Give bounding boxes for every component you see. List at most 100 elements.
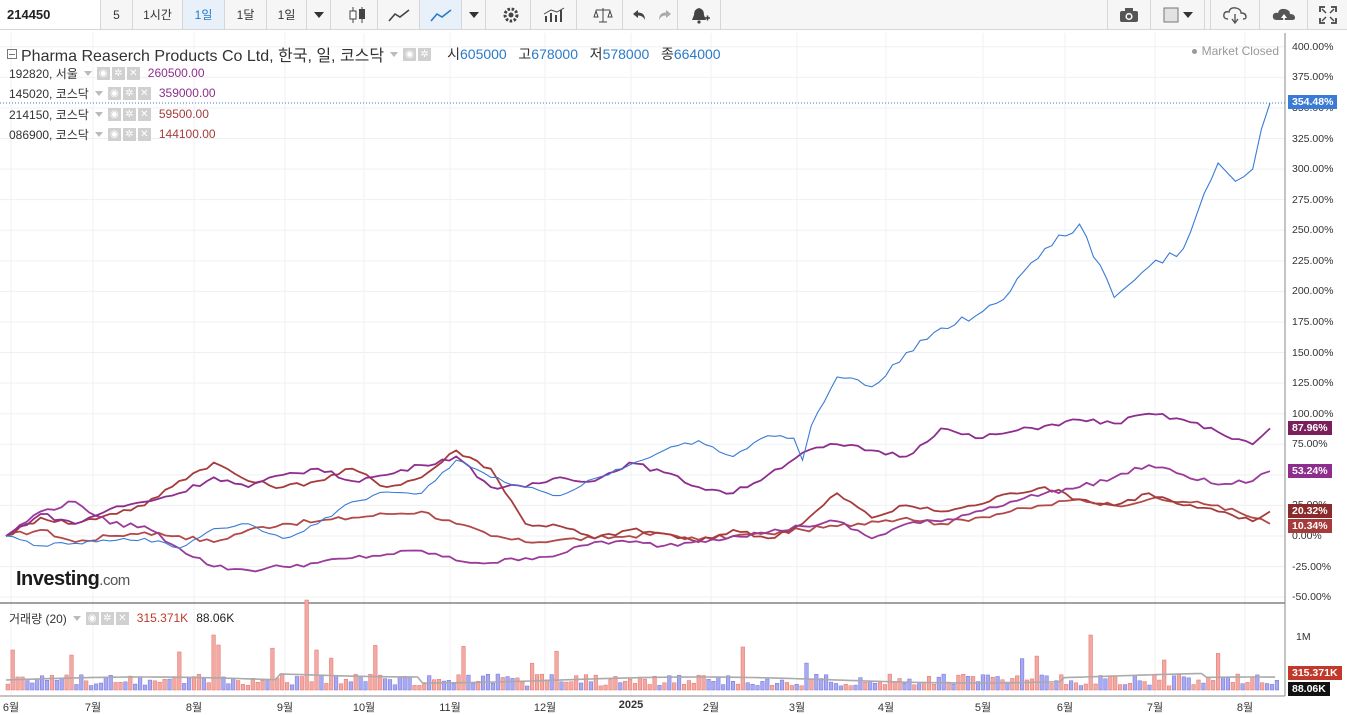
- undo-button[interactable]: [626, 0, 652, 29]
- chevron-down-icon[interactable]: [94, 111, 103, 117]
- fullscreen-button[interactable]: [1308, 0, 1347, 29]
- area-chart-button[interactable]: [420, 0, 462, 29]
- volume-bar: [574, 675, 579, 691]
- eye-icon[interactable]: ◉: [96, 66, 110, 80]
- volume-bar: [775, 683, 780, 691]
- main-series-dropdown-icon[interactable]: [390, 51, 399, 57]
- volume-bar: [819, 678, 824, 691]
- volume-bar: [716, 676, 721, 691]
- line-chart-button[interactable]: [378, 0, 420, 29]
- volume-bar: [652, 675, 657, 691]
- volume-bar: [89, 685, 94, 691]
- volume-bar: [735, 683, 740, 691]
- volume-bar: [804, 662, 809, 691]
- close-icon[interactable]: ✕: [115, 611, 129, 625]
- volume-bar: [147, 679, 152, 691]
- volume-bar: [1176, 674, 1181, 691]
- compare-symbol[interactable]: 192820, 서울: [9, 66, 78, 81]
- interval-5-button[interactable]: 5: [101, 0, 133, 29]
- series-line-214450[interactable]: [5, 102, 1271, 549]
- volume-bar: [461, 646, 466, 691]
- close-icon[interactable]: ✕: [137, 86, 151, 100]
- volume-bar: [211, 634, 216, 691]
- chevron-down-icon[interactable]: [72, 615, 81, 621]
- compare-value: 260500.00: [147, 66, 205, 80]
- y-tick-label: 175.00%: [1292, 315, 1334, 328]
- compare-scale-button[interactable]: [583, 0, 623, 29]
- eye-icon[interactable]: ◉: [403, 47, 417, 61]
- compare-value: 359000.00: [158, 86, 216, 100]
- volume-bar: [49, 675, 54, 691]
- gear-icon[interactable]: ✲: [122, 107, 136, 121]
- close-icon[interactable]: ✕: [137, 127, 151, 141]
- x-tick-label: 7월: [84, 702, 102, 714]
- compare-symbol[interactable]: 145020, 코스닥: [9, 86, 89, 101]
- volume-bar: [182, 683, 187, 691]
- load-chart-button[interactable]: [1210, 0, 1260, 29]
- series-line-086900[interactable]: [5, 496, 1271, 544]
- chart-type-dropdown-button[interactable]: [462, 0, 486, 29]
- compare-symbol[interactable]: 214150, 코스닥: [9, 107, 89, 122]
- chevron-down-icon[interactable]: [83, 70, 92, 76]
- volume-bar: [10, 649, 15, 691]
- volume-bar: [667, 675, 672, 691]
- save-chart-button[interactable]: [1260, 0, 1308, 29]
- volume-bar: [1000, 679, 1005, 691]
- x-tick-label: 5월: [974, 702, 992, 714]
- volume-bar: [1059, 674, 1064, 691]
- volume-bar: [191, 676, 197, 691]
- price-badge: 20.32%: [1288, 504, 1332, 518]
- price-badge: 315.371K: [1288, 666, 1342, 680]
- gear-icon[interactable]: ✲: [418, 47, 432, 61]
- screenshot-button[interactable]: [1107, 0, 1151, 29]
- y-tick-label: 375.00%: [1292, 71, 1334, 84]
- interval-dropdown-button[interactable]: [307, 0, 331, 29]
- volume-bar: [334, 675, 339, 691]
- eye-icon[interactable]: ◉: [107, 86, 121, 100]
- interval-1d-button[interactable]: 1일: [183, 0, 225, 29]
- gear-icon[interactable]: ✲: [100, 611, 114, 625]
- volume-bar: [280, 674, 285, 691]
- eye-icon[interactable]: ◉: [107, 127, 121, 141]
- x-tick-label: 8월: [1236, 702, 1254, 714]
- volume-bar: [260, 680, 265, 691]
- chevron-down-icon[interactable]: [94, 131, 103, 137]
- y-tick-label: 0.00%: [1292, 530, 1322, 542]
- volume-bar: [677, 675, 682, 691]
- gear-icon[interactable]: ✲: [111, 66, 125, 80]
- settings-button[interactable]: [491, 0, 531, 29]
- gear-icon[interactable]: ✲: [122, 127, 136, 141]
- interval-custom-button[interactable]: 1일: [267, 0, 307, 29]
- y-tick-label: 250.00%: [1292, 224, 1334, 237]
- series-line-214150[interactable]: [5, 449, 1271, 544]
- close-icon[interactable]: ✕: [126, 66, 140, 80]
- y-tick-label: 75.00%: [1292, 438, 1328, 451]
- line-chart-icon: [387, 8, 409, 22]
- series-line-145020[interactable]: [5, 412, 1271, 537]
- collapse-legend-button[interactable]: [7, 49, 17, 59]
- volume-bar: [157, 681, 162, 691]
- redo-button[interactable]: [652, 0, 678, 29]
- alert-button[interactable]: [681, 0, 721, 29]
- gear-icon[interactable]: ✲: [122, 86, 136, 100]
- indicators-button[interactable]: [531, 0, 577, 29]
- color-picker-button[interactable]: [1151, 0, 1205, 29]
- eye-icon[interactable]: ◉: [107, 107, 121, 121]
- volume-bar: [1230, 682, 1235, 691]
- volume-label[interactable]: 거래량 (20): [9, 611, 67, 626]
- candlestick-button[interactable]: [338, 0, 378, 29]
- volume-bar: [863, 681, 868, 691]
- volume-bar: [1152, 673, 1157, 691]
- x-tick-label: 6월: [2, 702, 20, 714]
- volume-bar: [588, 681, 593, 691]
- symbol-input[interactable]: 214450: [0, 0, 101, 29]
- interval-1mo-button[interactable]: 1달: [225, 0, 267, 29]
- interval-1h-button[interactable]: 1시간: [133, 0, 183, 29]
- chevron-down-icon[interactable]: [94, 90, 103, 96]
- compare-symbol[interactable]: 086900, 코스닥: [9, 127, 89, 142]
- eye-icon[interactable]: ◉: [85, 611, 99, 625]
- price-badge: 53.24%: [1288, 463, 1332, 478]
- series-line-192820[interactable]: [5, 464, 1271, 573]
- close-icon[interactable]: ✕: [137, 107, 151, 121]
